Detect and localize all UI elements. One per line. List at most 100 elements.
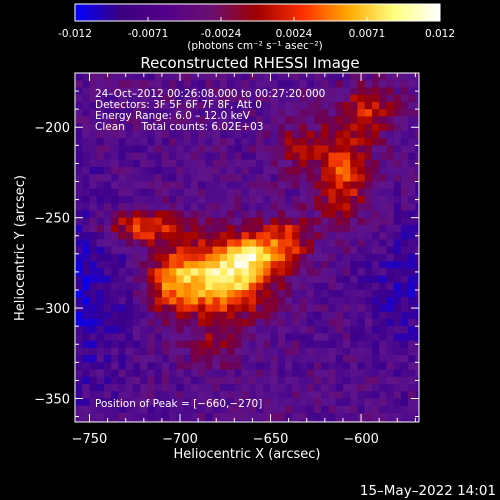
heatmap-cell xyxy=(306,116,315,125)
heatmap-cell xyxy=(154,304,163,313)
heatmap-cell xyxy=(161,94,170,103)
heatmap-cell xyxy=(132,398,141,407)
heatmap-cell xyxy=(386,232,395,240)
heatmap-cell xyxy=(147,304,156,313)
heatmap-cell xyxy=(263,333,272,342)
heatmap-cell xyxy=(277,217,286,226)
heatmap-cell xyxy=(241,347,250,356)
heatmap-cell xyxy=(140,362,149,371)
heatmap-cell xyxy=(321,232,330,240)
heatmap-cell xyxy=(400,138,409,146)
heatmap-cell xyxy=(227,181,235,190)
heatmap-cell xyxy=(350,355,359,363)
heatmap-cell xyxy=(219,289,228,298)
heatmap-cell xyxy=(169,282,177,291)
heatmap-cell xyxy=(342,167,351,175)
heatmap-cell xyxy=(350,405,359,414)
heatmap-cell xyxy=(321,391,330,400)
heatmap-cell xyxy=(212,246,221,255)
heatmap-cell xyxy=(299,289,308,298)
heatmap-cell xyxy=(321,405,330,414)
heatmap-cell xyxy=(147,116,156,125)
heatmap-cell xyxy=(234,246,243,255)
heatmap-cell xyxy=(408,362,416,371)
heatmap-cell xyxy=(263,203,272,212)
heatmap-cell xyxy=(357,261,366,269)
heatmap-cell xyxy=(176,362,185,371)
heatmap-cell xyxy=(313,195,322,204)
heatmap-cell xyxy=(371,224,380,233)
heatmap-cell xyxy=(328,297,337,306)
heatmap-cell xyxy=(256,210,264,219)
heatmap-cell xyxy=(227,145,235,154)
heatmap-cell xyxy=(357,391,366,400)
heatmap-cell xyxy=(147,159,156,168)
heatmap-cell xyxy=(190,333,199,342)
heatmap-cell xyxy=(415,318,419,327)
heatmap-cell xyxy=(183,347,192,356)
heatmap-cell xyxy=(285,268,293,277)
heatmap-cell xyxy=(256,130,264,139)
heatmap-cell xyxy=(386,275,395,284)
heatmap-cell xyxy=(393,152,402,161)
heatmap-cell xyxy=(89,412,98,421)
heatmap-cell xyxy=(161,340,170,349)
heatmap-cell xyxy=(321,188,330,197)
heatmap-cell xyxy=(292,297,301,306)
heatmap-cell xyxy=(335,239,344,248)
heatmap-cell xyxy=(227,152,235,161)
heatmap-cell xyxy=(161,289,170,298)
heatmap-cell xyxy=(118,138,127,146)
heatmap-cell xyxy=(190,167,199,175)
heatmap-cell xyxy=(350,311,359,320)
heatmap-cell xyxy=(103,311,112,320)
heatmap-cell xyxy=(219,195,228,204)
heatmap-cell xyxy=(183,297,192,306)
heatmap-cell xyxy=(306,398,315,407)
heatmap-cell xyxy=(400,355,409,363)
heatmap-cell xyxy=(248,369,257,378)
heatmap-cell xyxy=(400,174,409,183)
heatmap-cell xyxy=(400,246,409,255)
heatmap-cell xyxy=(328,217,337,226)
heatmap-cell xyxy=(256,109,264,117)
heatmap-cell xyxy=(140,167,149,175)
heatmap-cell xyxy=(205,73,214,81)
heatmap-cell xyxy=(118,195,127,204)
heatmap-cell xyxy=(154,181,163,190)
heatmap-cell xyxy=(103,138,112,146)
heatmap-cell xyxy=(161,355,170,363)
heatmap-cell xyxy=(277,195,286,204)
heatmap-cell xyxy=(161,253,170,262)
heatmap-cell xyxy=(386,362,395,371)
heatmap-cell xyxy=(400,188,409,197)
heatmap-cell xyxy=(118,412,127,421)
heatmap-cell xyxy=(335,181,344,190)
heatmap-cell xyxy=(328,87,337,96)
heatmap-cell xyxy=(241,376,250,385)
heatmap-cell xyxy=(256,80,264,89)
heatmap-cell xyxy=(89,224,98,233)
heatmap-cell xyxy=(111,246,120,255)
heatmap-cell xyxy=(263,311,272,320)
heatmap-cell xyxy=(342,289,351,298)
heatmap-cell xyxy=(190,232,199,240)
heatmap-cell xyxy=(263,181,272,190)
heatmap-cell xyxy=(176,181,185,190)
heatmap-cell xyxy=(190,384,199,392)
colorbar-tick-label: -0.0071 xyxy=(128,28,169,40)
heatmap-cell xyxy=(154,333,163,342)
heatmap-cell xyxy=(183,73,192,81)
heatmap-cell xyxy=(379,318,388,327)
heatmap-cell xyxy=(371,289,380,298)
heatmap-cell xyxy=(263,138,272,146)
heatmap-cell xyxy=(234,224,243,233)
heatmap-cell xyxy=(75,391,83,400)
heatmap-cell xyxy=(198,123,206,132)
heatmap-cell xyxy=(219,152,228,161)
heatmap-cell xyxy=(408,138,416,146)
heatmap-cell xyxy=(212,101,221,110)
heatmap-cell xyxy=(313,246,322,255)
heatmap-cell xyxy=(277,304,286,313)
heatmap-cell xyxy=(140,304,149,313)
